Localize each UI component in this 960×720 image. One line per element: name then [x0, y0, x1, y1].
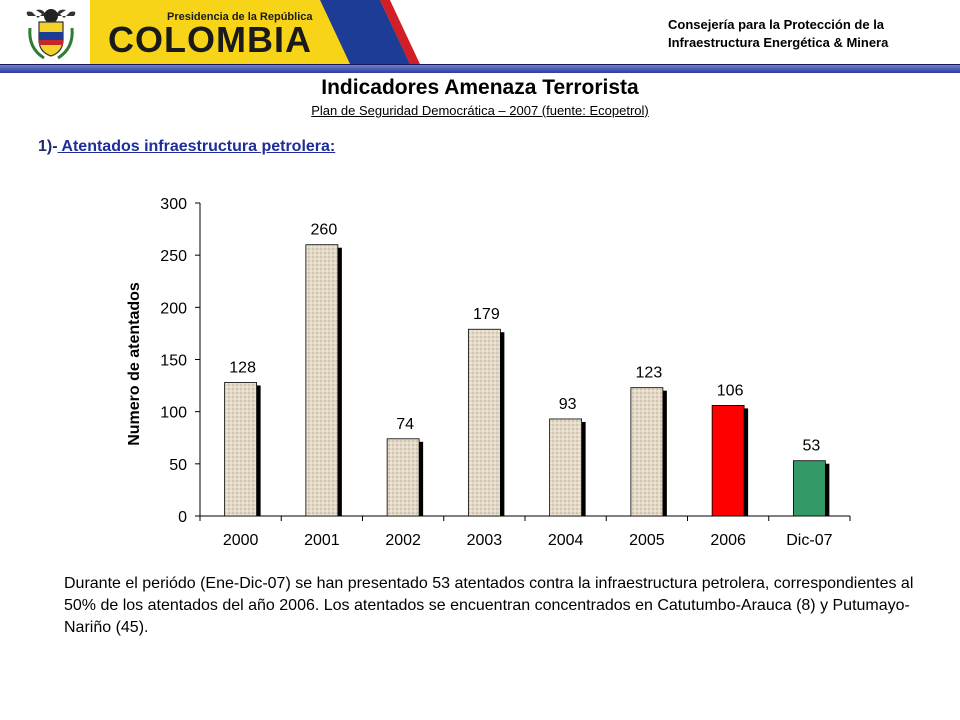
bar-value-label: 179	[473, 306, 500, 323]
x-tick-label: 2006	[710, 532, 746, 549]
y-tick-label: 200	[160, 300, 187, 317]
x-tick-label: 2001	[304, 532, 340, 549]
organization-line-1: Consejería para la Protección de la	[668, 17, 885, 32]
flag-band	[90, 0, 440, 64]
y-tick-label: 250	[160, 248, 187, 265]
logo-wordmark: COLOMBIA	[108, 19, 312, 60]
bar-chart: Numero de atentados 0 50 100 150 200 250 300 12…	[126, 196, 851, 549]
y-tick-label: 0	[178, 509, 187, 526]
bar-value-label: 128	[229, 359, 256, 376]
y-axis-label: Numero de atentados	[126, 282, 143, 446]
header: Presidencia de la República COLOMBIA Con…	[0, 0, 960, 64]
coat-of-arms-icon	[26, 9, 76, 60]
x-tick-label: 2002	[385, 532, 421, 549]
x-tick-label: 2003	[467, 532, 503, 549]
bar	[467, 328, 501, 517]
x-tick-label: 2000	[223, 532, 259, 549]
organization-line-2: Infraestructura Energética & Minera	[668, 35, 889, 50]
summary-paragraph: Durante el periódo (Ene-Dic-07) se han p…	[64, 575, 914, 636]
x-tick-label: 2005	[629, 532, 665, 549]
bar	[386, 438, 420, 517]
bar-value-label: 74	[396, 416, 414, 433]
x-tick-label: 2004	[548, 532, 584, 549]
y-tick-label: 100	[160, 405, 187, 422]
y-tick-label: 300	[160, 196, 187, 213]
bar-value-label: 260	[311, 222, 338, 239]
bar	[305, 244, 339, 517]
bar	[549, 418, 583, 517]
bar	[792, 460, 826, 517]
bar-value-label: 106	[717, 382, 744, 399]
page-subtitle: Plan de Seguridad Democrática – 2007 (fu…	[311, 103, 649, 118]
bar	[630, 387, 664, 517]
section-heading: 1)- Atentados infraestructura petrolera:	[38, 138, 335, 156]
section-number: 1)-	[38, 138, 58, 155]
header-rule	[0, 64, 960, 73]
page-title: Indicadores Amenaza Terrorista	[321, 76, 639, 99]
organization-name: Consejería para la Protección de la Infr…	[668, 16, 888, 52]
logo-caption: Presidencia de la República	[167, 11, 313, 23]
bar-value-label: 93	[559, 396, 577, 413]
plot-area: 0 50 100 150 200 250 300 128 2000 260 2001 74 2002 17…	[160, 196, 851, 549]
y-tick-label: 150	[160, 353, 187, 370]
x-tick-label: Dic-07	[786, 532, 832, 549]
bar-value-label: 123	[636, 365, 663, 382]
bar	[711, 405, 745, 517]
y-tick-label: 50	[169, 457, 187, 474]
bar-value-label: 53	[802, 438, 820, 455]
bar	[224, 382, 258, 517]
section-label: Atentados infraestructura petrolera:	[57, 138, 336, 155]
